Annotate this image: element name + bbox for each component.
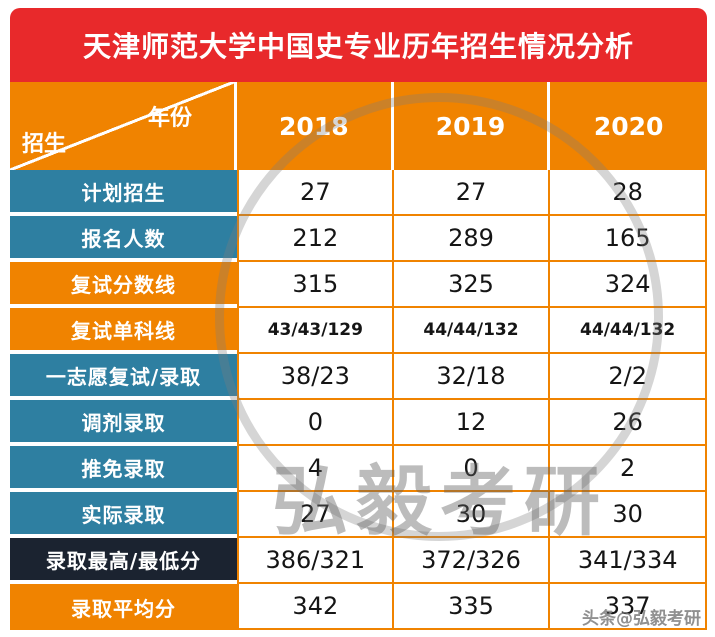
value-cell-r7-c0: 27 <box>237 492 394 538</box>
corner-cell: 年份 招生 <box>10 82 237 170</box>
value-cell-r4-c1: 32/18 <box>393 354 551 400</box>
value-cell-r4-c2: 2/2 <box>550 354 707 400</box>
row-label-0: 计划招生 <box>10 170 237 216</box>
value-cell-r5-c2: 26 <box>550 400 707 446</box>
year-header-2020: 2020 <box>550 82 707 170</box>
value-cell-r1-c1: 289 <box>393 216 551 262</box>
value-cell-r0-c1: 27 <box>393 170 551 216</box>
value-cell-r3-c1: 44/44/132 <box>393 308 551 354</box>
value-cell-r9-c1: 335 <box>393 584 551 630</box>
value-cell-r1-c0: 212 <box>237 216 394 262</box>
year-header-2018: 2018 <box>237 82 394 170</box>
value-cell-r6-c1: 0 <box>393 446 551 492</box>
row-label-4: 一志愿复试/录取 <box>10 354 237 400</box>
row-label-2: 复试分数线 <box>10 262 237 308</box>
value-cell-r8-c1: 372/326 <box>393 538 551 584</box>
row-label-5: 调剂录取 <box>10 400 237 446</box>
admissions-table: 年份 招生 2018 2019 2020 计划招生 27 27 28 报名人数 212 28… <box>10 82 707 630</box>
value-cell-r1-c2: 165 <box>550 216 707 262</box>
value-cell-r6-c0: 4 <box>237 446 394 492</box>
value-cell-r0-c2: 28 <box>550 170 707 216</box>
value-cell-r6-c2: 2 <box>550 446 707 492</box>
row-label-1: 报名人数 <box>10 216 237 262</box>
value-cell-r5-c0: 0 <box>237 400 394 446</box>
row-label-8: 录取最高/最低分 <box>10 538 237 584</box>
row-label-7: 实际录取 <box>10 492 237 538</box>
value-cell-r9-c0: 342 <box>237 584 394 630</box>
value-cell-r4-c0: 38/23 <box>237 354 394 400</box>
value-cell-r7-c1: 30 <box>393 492 551 538</box>
row-label-3: 复试单科线 <box>10 308 237 354</box>
page-title: 天津师范大学中国史专业历年招生情况分析 <box>10 8 707 82</box>
value-cell-r3-c2: 44/44/132 <box>550 308 707 354</box>
value-cell-r8-c2: 341/334 <box>550 538 707 584</box>
corner-label-year: 年份 <box>147 106 192 131</box>
value-cell-r8-c0: 386/321 <box>237 538 394 584</box>
value-cell-r7-c2: 30 <box>550 492 707 538</box>
value-cell-r2-c1: 325 <box>393 262 551 308</box>
value-cell-r5-c1: 12 <box>393 400 551 446</box>
value-cell-r3-c0: 43/43/129 <box>237 308 394 354</box>
value-cell-r9-c2: 337 <box>550 584 707 630</box>
value-cell-r2-c0: 315 <box>237 262 394 308</box>
value-cell-r0-c0: 27 <box>237 170 394 216</box>
value-cell-r2-c2: 324 <box>550 262 707 308</box>
row-label-6: 推免录取 <box>10 446 237 492</box>
row-label-9: 录取平均分 <box>10 584 237 630</box>
corner-label-admission: 招生 <box>22 132 67 157</box>
year-header-2019: 2019 <box>393 82 551 170</box>
